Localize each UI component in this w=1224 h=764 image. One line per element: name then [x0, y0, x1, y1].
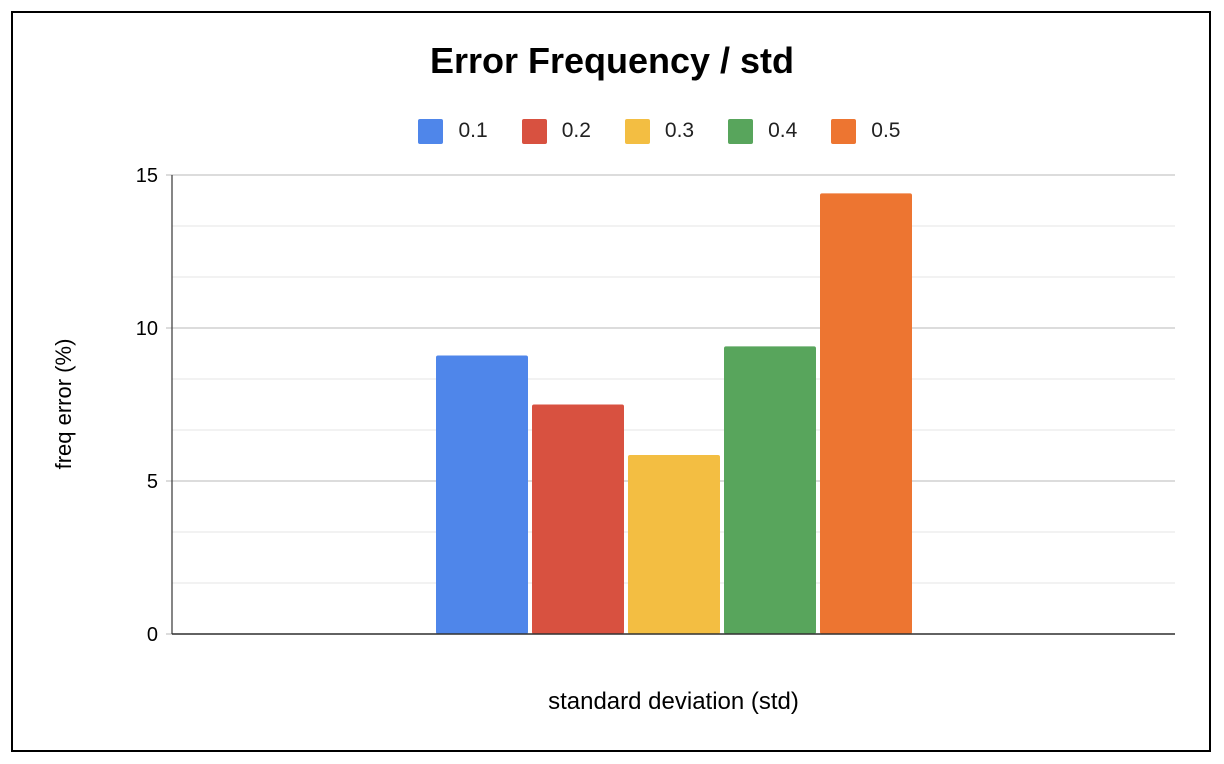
y-tick-label: 5 [147, 471, 158, 493]
chart-title: Error Frequency / std [429, 40, 795, 81]
legend-label: 0.1 [458, 119, 488, 142]
y-tick-label: 0 [147, 624, 158, 646]
legend-label: 0.2 [561, 119, 591, 142]
legend-swatch [831, 118, 857, 144]
legend-swatch [728, 118, 754, 144]
legend-swatch [418, 118, 444, 144]
legend-label: 0.4 [768, 119, 798, 142]
bar-0.1 [436, 355, 528, 634]
legend-item-0.1: 0.1 [418, 118, 488, 144]
bar-0.3 [628, 454, 720, 634]
bar-0.2 [532, 404, 624, 634]
bar-0.5 [820, 193, 912, 635]
chart-legend: 0.1 0.2 0.3 0.4 0.5 [0, 118, 1224, 144]
legend-label: 0.3 [664, 119, 695, 142]
legend-item-0.5: 0.5 [831, 118, 901, 144]
y-tick-label: 10 [136, 318, 158, 340]
legend-swatch [624, 118, 650, 144]
legend-item-0.2: 0.2 [521, 118, 591, 144]
legend-swatch [521, 118, 547, 144]
legend-item-0.3: 0.3 [624, 118, 695, 144]
legend-item-0.4: 0.4 [728, 118, 798, 144]
y-tick-label: 15 [136, 165, 158, 187]
x-axis-label: standard deviation (std) [548, 688, 799, 715]
bar-0.4 [724, 346, 816, 634]
legend-label: 0.5 [871, 119, 901, 142]
